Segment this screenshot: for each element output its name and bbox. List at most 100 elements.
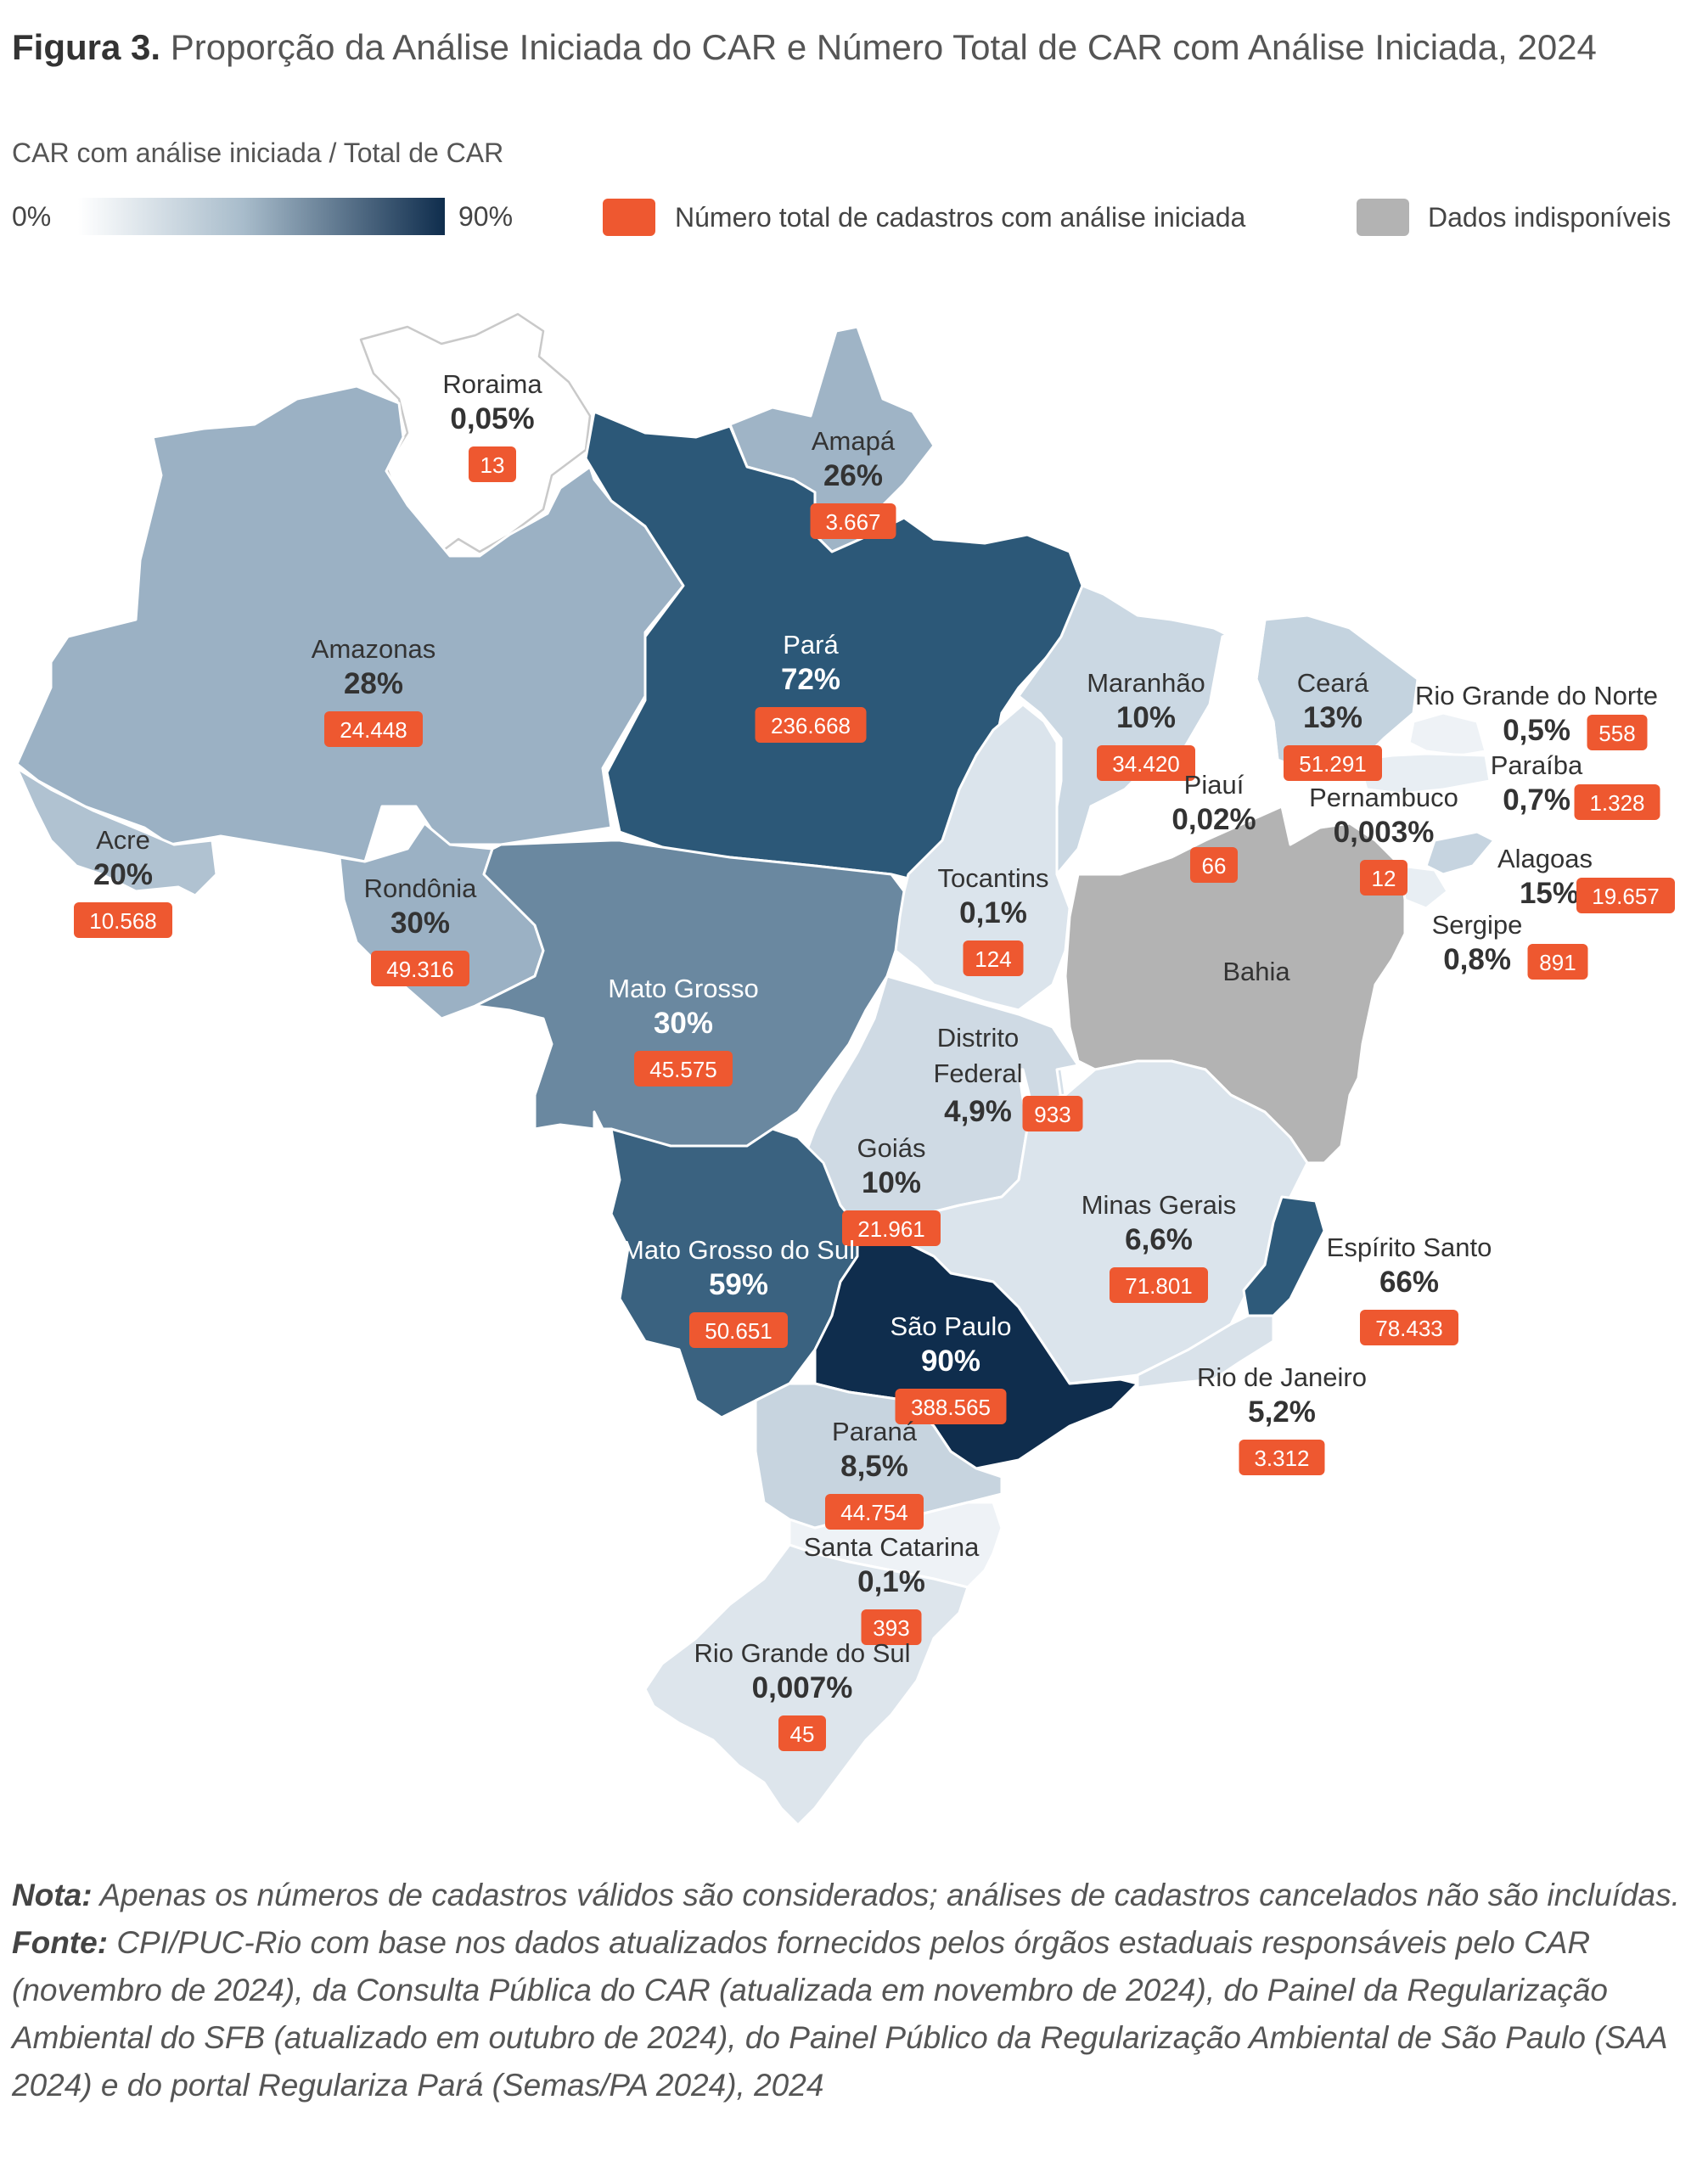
figure-number: Figura 3. xyxy=(12,27,161,67)
label-rondonia-pct: 30% xyxy=(390,907,450,940)
label-minas-name: Minas Gerais xyxy=(1082,1190,1237,1220)
label-minas-pct: 6,6% xyxy=(1125,1223,1193,1256)
label-rs-name: Rio Grande do Sul xyxy=(694,1638,910,1668)
label-roraima-pct: 0,05% xyxy=(450,402,534,435)
label-amapa-name: Amapá xyxy=(812,426,896,456)
label-amazonas-badge xyxy=(324,711,423,747)
label-ceara-name: Ceará xyxy=(1297,668,1369,698)
label-tocantins-badge xyxy=(963,941,1024,976)
label-sc-badge xyxy=(861,1609,922,1645)
label-sao-paulo-pct: 90% xyxy=(921,1345,980,1378)
label-alagoas-count: 19.657 xyxy=(1592,884,1660,909)
label-sc-count: 393 xyxy=(873,1615,909,1641)
label-sc-pct: 0,1% xyxy=(857,1565,925,1598)
label-mato-grosso-count: 45.575 xyxy=(649,1057,717,1082)
figure-title-text: Proporção da Análise Iniciada do CAR e N… xyxy=(170,27,1597,67)
state-acre xyxy=(15,766,218,897)
label-espirito-santo-pct: 66% xyxy=(1379,1266,1439,1299)
label-amapa-badge xyxy=(810,503,896,539)
label-roraima-name: Roraima xyxy=(442,369,542,399)
label-df-count: 933 xyxy=(1034,1102,1070,1127)
label-maranhao-badge xyxy=(1097,745,1195,781)
state-tocantins xyxy=(894,703,1071,1012)
label-piaui-pct: 0,02% xyxy=(1171,803,1256,836)
label-ms-count: 50.651 xyxy=(705,1318,773,1344)
state-alagoas xyxy=(1424,830,1496,876)
label-ceara-count: 51.291 xyxy=(1299,751,1367,777)
label-pernambuco-badge xyxy=(1360,860,1407,896)
label-df-pct: 4,9% xyxy=(944,1095,1012,1128)
legend-count-label: Número total de cadastros com análise in… xyxy=(675,202,1246,233)
state-amazonas xyxy=(15,385,685,863)
label-mato-grosso-name: Mato Grosso xyxy=(608,974,758,1003)
label-df-name-line2: Federal xyxy=(933,1058,1022,1088)
label-rio-name: Rio de Janeiro xyxy=(1197,1362,1367,1392)
label-sergipe-badge xyxy=(1527,944,1588,980)
label-rn-badge xyxy=(1587,715,1648,750)
label-amazonas-name: Amazonas xyxy=(312,634,435,664)
label-paraiba-pct: 0,7% xyxy=(1503,783,1570,817)
label-ms-badge xyxy=(689,1312,788,1348)
label-acre-name: Acre xyxy=(96,825,150,855)
state-rn xyxy=(1407,711,1487,757)
label-sc-name: Santa Catarina xyxy=(804,1532,980,1562)
label-alagoas-name: Alagoas xyxy=(1497,844,1593,873)
state-rio xyxy=(1136,1314,1275,1390)
label-paraiba-count: 1.328 xyxy=(1589,790,1644,816)
label-sergipe-pct: 0,8% xyxy=(1443,943,1511,976)
legend-count-swatch xyxy=(603,199,655,236)
legend-unavailable-label: Dados indisponíveis xyxy=(1428,202,1671,233)
label-pernambuco-name: Pernambuco xyxy=(1309,783,1458,812)
label-espirito-santo-count: 78.433 xyxy=(1375,1316,1443,1341)
label-alagoas-pct: 15% xyxy=(1520,877,1579,910)
label-piaui-badge xyxy=(1190,847,1238,883)
label-ceara-pct: 13% xyxy=(1303,701,1362,734)
fonte-paragraph: Fonte: CPI/PUC-Rio com base nos dados at… xyxy=(12,1919,1684,2109)
label-acre-pct: 20% xyxy=(93,858,153,891)
label-minas-count: 71.801 xyxy=(1125,1273,1193,1299)
label-amapa-count: 3.667 xyxy=(825,509,880,535)
label-df-name-line1: Distrito xyxy=(937,1023,1019,1053)
nota-label: Nota: xyxy=(12,1878,93,1912)
label-parana-count: 44.754 xyxy=(840,1500,908,1525)
label-tocantins-name: Tocantins xyxy=(938,863,1049,893)
legend-scale-label: CAR com análise iniciada / Total de CAR xyxy=(12,138,504,168)
label-maranhao-pct: 10% xyxy=(1116,701,1176,734)
fonte-text: CPI/PUC-Rio com base nos dados atualizad… xyxy=(12,1925,1667,2103)
legend-min-label: 0% xyxy=(12,201,52,232)
label-roraima-badge xyxy=(469,446,516,482)
label-goias-badge xyxy=(842,1210,941,1246)
label-parana-pct: 8,5% xyxy=(840,1450,908,1483)
label-goias-count: 21.961 xyxy=(857,1216,925,1242)
label-rn-count: 558 xyxy=(1598,721,1635,746)
label-sao-paulo-name: São Paulo xyxy=(890,1311,1011,1341)
label-sao-paulo-count: 388.565 xyxy=(911,1395,991,1420)
label-rondonia-badge xyxy=(371,951,469,986)
legend-unavailable-swatch xyxy=(1357,199,1409,236)
label-tocantins-count: 124 xyxy=(975,946,1011,972)
label-amazonas-pct: 28% xyxy=(344,667,403,700)
label-sergipe-name: Sergipe xyxy=(1432,910,1523,940)
label-df-badge xyxy=(1022,1096,1083,1131)
label-para-pct: 72% xyxy=(781,663,840,696)
label-rn-pct: 0,5% xyxy=(1503,714,1570,747)
label-rio-pct: 5,2% xyxy=(1248,1395,1316,1429)
label-paraiba-name: Paraíba xyxy=(1491,750,1583,780)
label-espirito-santo-badge xyxy=(1360,1310,1458,1345)
label-para-count: 236.668 xyxy=(771,713,851,738)
label-maranhao-count: 34.420 xyxy=(1112,751,1180,777)
state-sao-paulo xyxy=(813,1225,1139,1470)
label-tocantins-pct: 0,1% xyxy=(959,896,1027,929)
label-acre-badge xyxy=(74,902,172,938)
label-para-name: Pará xyxy=(783,630,839,660)
label-pernambuco-pct: 0,003% xyxy=(1334,816,1435,849)
label-rn-name: Rio Grande do Norte xyxy=(1415,681,1658,710)
label-para-badge xyxy=(755,707,867,743)
label-goias-pct: 10% xyxy=(862,1166,921,1199)
nota-paragraph: Nota: Apenas os números de cadastros vál… xyxy=(12,1872,1684,1919)
label-rondonia-count: 49.316 xyxy=(386,957,454,982)
legend-max-label: 90% xyxy=(458,201,514,232)
label-amapa-pct: 26% xyxy=(823,459,883,492)
